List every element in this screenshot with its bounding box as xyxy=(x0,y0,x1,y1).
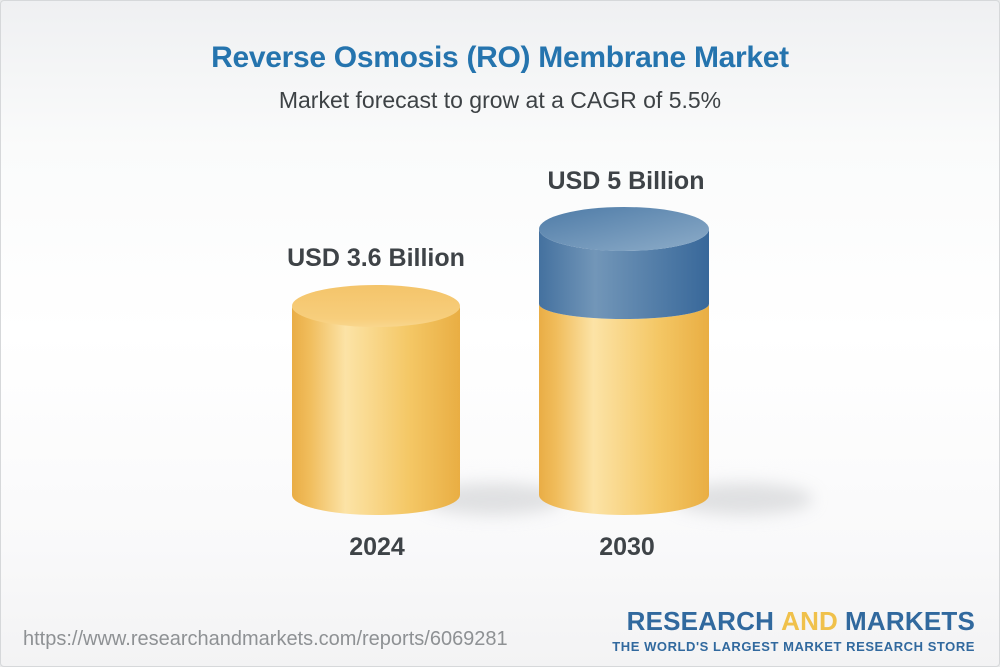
value-label-2024: USD 3.6 Billion xyxy=(287,244,465,272)
bar-2024-body xyxy=(292,306,460,515)
category-label-2030: 2030 xyxy=(599,533,655,561)
bar-2030-top xyxy=(539,207,709,251)
brand-word-markets: MARKETS xyxy=(845,606,975,636)
brand-logo: RESEARCH AND MARKETS THE WORLD'S LARGEST M… xyxy=(612,608,975,654)
value-label-2030: USD 5 Billion xyxy=(547,167,705,195)
report-url: https://www.researchandmarkets.com/repor… xyxy=(23,628,508,650)
bar-2024 xyxy=(292,285,460,515)
category-label-2024: 2024 xyxy=(349,533,405,561)
bar-2030-growth-segment xyxy=(539,229,709,319)
brand-word-research: RESEARCH xyxy=(626,606,775,636)
page-subtitle: Market forecast to grow at a CAGR of 5.5… xyxy=(278,87,722,113)
brand-word-and: AND xyxy=(781,606,839,636)
brand-tagline: THE WORLD'S LARGEST MARKET RESEARCH STOR… xyxy=(612,639,975,654)
page-title: Reverse Osmosis (RO) Membrane Market xyxy=(211,41,789,74)
bar-2030 xyxy=(539,207,709,515)
brand-wordmark: RESEARCH AND MARKETS xyxy=(612,608,975,634)
bar-2030-base-segment xyxy=(539,304,709,515)
bar-2024-top xyxy=(292,285,460,327)
